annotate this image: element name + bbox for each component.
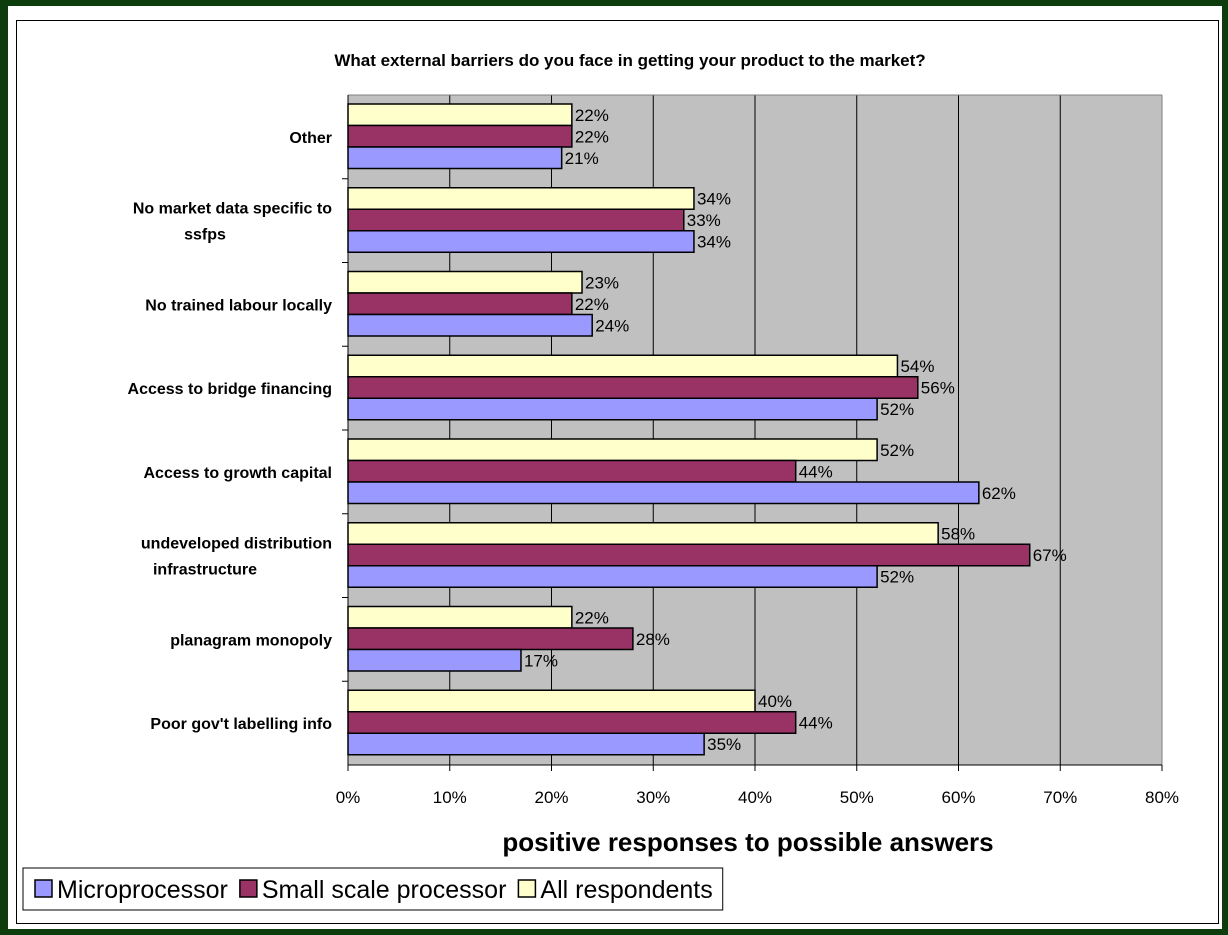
data-label: 22%	[575, 127, 609, 146]
bar	[347, 376, 919, 399]
bar	[347, 187, 695, 210]
bar	[347, 522, 939, 545]
category-label: planagram monopoly	[170, 632, 332, 649]
data-label: 44%	[799, 462, 833, 481]
bar	[347, 313, 593, 337]
category-label: ssfps	[184, 227, 226, 244]
bar	[347, 292, 573, 316]
bar	[347, 208, 685, 232]
legend-label: All respondents	[540, 876, 712, 904]
x-tick-label: 40%	[738, 788, 772, 807]
data-label: 52%	[880, 400, 914, 419]
category-label: Other	[289, 130, 332, 147]
data-label: 62%	[982, 484, 1016, 503]
bar	[347, 397, 878, 421]
category-label: undeveloped distribution	[141, 536, 332, 553]
bar	[347, 270, 583, 294]
category-label: infrastructure	[153, 562, 257, 579]
category-label: Access to growth capital	[144, 465, 333, 482]
x-tick-label: 80%	[1145, 788, 1179, 807]
bar	[347, 543, 1031, 567]
bar	[347, 438, 878, 462]
legend-swatch	[517, 879, 537, 898]
bar	[347, 146, 563, 170]
data-label: 21%	[565, 149, 599, 168]
bar	[347, 124, 573, 148]
bar	[347, 627, 634, 651]
bar	[347, 230, 695, 253]
data-label: 24%	[595, 316, 629, 335]
x-tick-label: 70%	[1043, 788, 1077, 807]
x-tick-label: 60%	[941, 788, 975, 807]
bar	[347, 689, 756, 713]
data-label: 58%	[941, 525, 975, 544]
bar	[347, 103, 573, 127]
category-label: Poor gov't labelling info	[150, 716, 332, 733]
chart-title: What external barriers do you face in ge…	[334, 51, 925, 70]
data-label: 54%	[900, 357, 934, 376]
bar	[347, 605, 573, 629]
data-label: 56%	[921, 379, 955, 398]
data-label: 40%	[758, 692, 792, 711]
data-label: 28%	[636, 630, 670, 649]
bar	[347, 565, 878, 588]
data-label: 34%	[697, 233, 731, 252]
x-tick-label: 20%	[534, 788, 568, 807]
legend-swatch	[34, 879, 53, 898]
data-label: 22%	[575, 608, 609, 627]
x-tick-label: 0%	[336, 788, 361, 807]
bar	[347, 354, 899, 378]
corner-decoration	[988, 0, 1228, 2]
data-label: 22%	[575, 295, 609, 314]
legend-label: Microprocessor	[57, 876, 228, 904]
data-label: 52%	[880, 441, 914, 460]
bar	[347, 732, 705, 756]
x-axis-title: positive responses to possible answers	[502, 827, 993, 857]
data-label: 22%	[575, 106, 609, 125]
data-label: 52%	[880, 568, 914, 587]
x-tick-label: 10%	[433, 788, 467, 807]
bar	[347, 459, 797, 483]
category-label: No market data specific to	[133, 201, 332, 218]
bar	[347, 711, 797, 734]
category-label: Access to bridge financing	[128, 381, 332, 398]
bar	[347, 481, 980, 505]
category-label: No trained labour locally	[145, 297, 332, 314]
bar	[347, 648, 522, 672]
data-label: 33%	[687, 211, 721, 230]
legend-swatch	[239, 879, 258, 898]
data-label: 67%	[1033, 546, 1067, 565]
data-label: 23%	[585, 273, 619, 292]
data-label: 17%	[524, 651, 558, 670]
data-label: 34%	[697, 190, 731, 209]
data-label: 35%	[707, 735, 741, 754]
data-label: 44%	[799, 714, 833, 733]
legend	[22, 867, 724, 911]
x-tick-label: 30%	[636, 788, 670, 807]
x-tick-label: 50%	[840, 788, 874, 807]
legend-label: Small scale processor	[262, 876, 507, 904]
